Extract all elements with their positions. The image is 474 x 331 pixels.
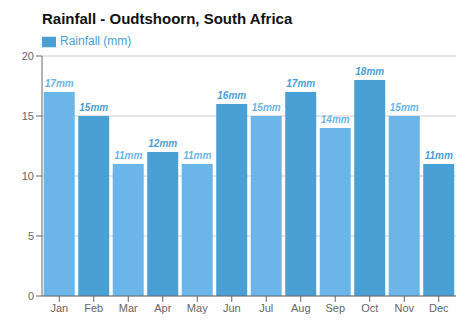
- svg-text:Jul: Jul: [259, 302, 273, 314]
- svg-text:15mm: 15mm: [390, 102, 419, 113]
- svg-text:Oct: Oct: [361, 302, 378, 314]
- svg-text:Jan: Jan: [50, 302, 68, 314]
- svg-text:10: 10: [22, 170, 34, 182]
- svg-text:15mm: 15mm: [252, 102, 281, 113]
- svg-text:Apr: Apr: [154, 302, 171, 314]
- svg-text:Feb: Feb: [84, 302, 103, 314]
- svg-text:11mm: 11mm: [425, 150, 453, 161]
- svg-text:20: 20: [22, 50, 34, 62]
- svg-text:16mm: 16mm: [217, 90, 246, 101]
- svg-text:0: 0: [28, 290, 34, 302]
- svg-text:Jun: Jun: [223, 302, 241, 314]
- svg-text:14mm: 14mm: [321, 114, 350, 125]
- svg-text:Mar: Mar: [119, 302, 138, 314]
- svg-text:11mm: 11mm: [183, 150, 211, 161]
- svg-text:12mm: 12mm: [148, 138, 177, 149]
- svg-text:Aug: Aug: [291, 302, 311, 314]
- svg-text:Sep: Sep: [325, 302, 345, 314]
- svg-text:5: 5: [28, 230, 34, 242]
- html-text:Rainfall - Oudtshoorn, South A: Rainfall - Oudtshoorn, South Africa: [42, 10, 293, 27]
- svg-text:17mm: 17mm: [45, 78, 74, 89]
- svg-text:Dec: Dec: [429, 302, 449, 314]
- svg-text:11mm: 11mm: [114, 150, 142, 161]
- svg-text:Nov: Nov: [394, 302, 414, 314]
- html-text:Rainfall (mm): Rainfall (mm): [60, 34, 132, 48]
- svg-text:15: 15: [22, 110, 34, 122]
- svg-text:18mm: 18mm: [355, 66, 384, 77]
- svg-text:17mm: 17mm: [286, 78, 315, 89]
- svg-text:May: May: [187, 302, 208, 314]
- svg-text:15mm: 15mm: [79, 102, 108, 113]
